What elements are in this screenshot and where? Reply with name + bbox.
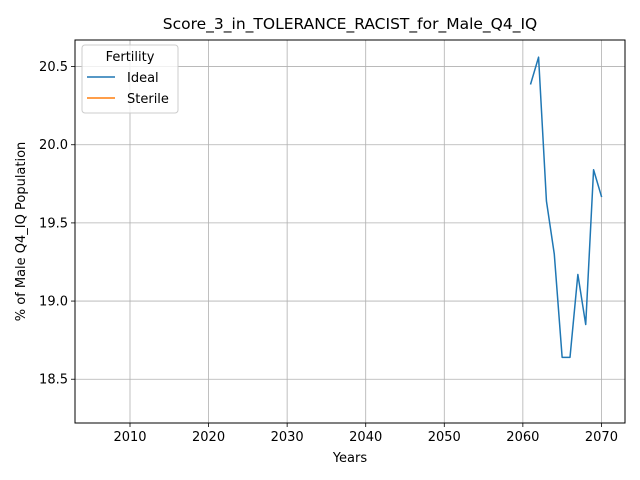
legend: Fertility Ideal Sterile: [81, 44, 179, 114]
y-tick-label: 19.5: [39, 216, 68, 231]
chart-title: Score_3_in_TOLERANCE_RACIST_for_Male_Q4_…: [163, 15, 538, 34]
y-tick-label: 18.5: [39, 373, 68, 388]
x-tick-label: 2070: [585, 430, 618, 445]
x-tick-label: 2040: [349, 430, 382, 445]
plot-area-frame: [74, 39, 626, 424]
grid-lines: [75, 40, 625, 423]
x-tick-label: 2020: [192, 430, 225, 445]
y-axis-title: % of Male Q4_IQ Population: [14, 142, 29, 322]
x-tick-label: 2050: [428, 430, 461, 445]
legend-label-ideal: Ideal: [127, 71, 159, 86]
legend-label-sterile: Sterile: [127, 92, 169, 107]
x-axis-title: Years: [332, 451, 368, 466]
x-tick-label: 2060: [506, 430, 539, 445]
y-tick-label: 20.5: [39, 60, 68, 75]
axis-ticks: 2010 2020 2030 2040 2050 2060 2070 18.5 19.0 19.5…: [39, 60, 618, 445]
x-tick-label: 2030: [271, 430, 304, 445]
series-line-ideal: [529, 56, 603, 359]
series-lines: [529, 56, 603, 359]
y-tick-label: 20.0: [39, 138, 68, 153]
legend-title: Fertility: [106, 50, 155, 65]
y-tick-label: 19.0: [39, 295, 68, 310]
x-tick-label: 2010: [113, 430, 146, 445]
legend-box: [81, 44, 179, 114]
